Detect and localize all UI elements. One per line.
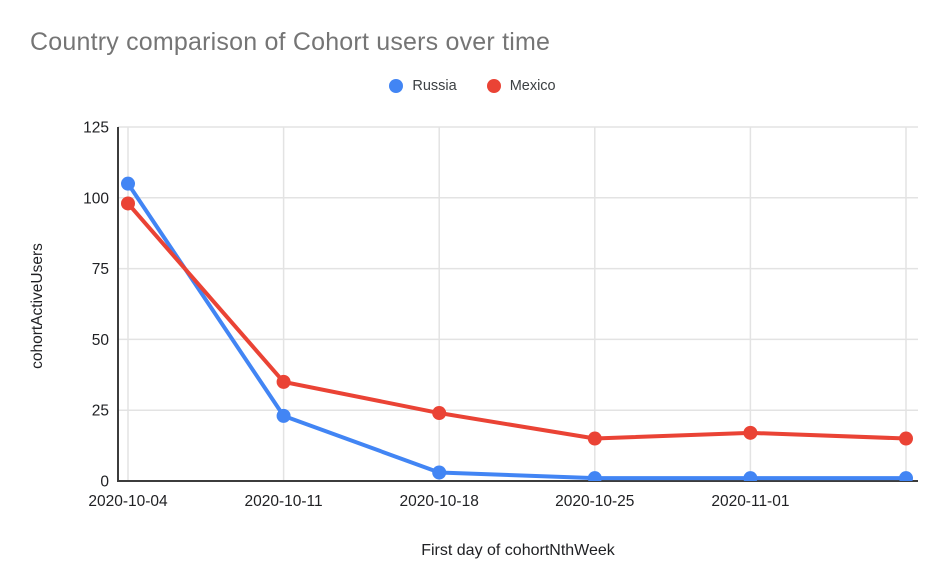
x-tick-label: 2020-11-01 [711,493,789,510]
series-group [121,176,913,485]
legend-label-russia: Russia [412,78,457,94]
data-point-mexico[interactable] [899,431,913,446]
legend-item-mexico[interactable]: Mexico [486,78,556,94]
x-tick-label: 2020-10-25 [555,493,634,510]
x-tick-label: 2020-10-18 [400,493,479,510]
data-point-russia[interactable] [743,471,758,485]
data-point-mexico[interactable] [121,196,135,211]
x-tick-label: 2020-10-04 [88,493,168,510]
data-point-russia[interactable] [432,465,447,480]
y-tick-label: 25 [92,403,109,420]
x-axis-title: First day of cohortNthWeek [421,542,615,559]
y-tick-label: 0 [100,474,109,491]
y-axis-title: cohortActiveUsers [29,243,46,369]
data-point-mexico[interactable] [276,374,291,389]
data-point-mexico[interactable] [587,431,602,446]
legend-dot-russia-icon [389,79,404,93]
y-tick-label: 50 [92,332,110,349]
legend: Russia Mexico [0,78,945,94]
y-tick-label: 75 [92,261,109,278]
data-point-russia[interactable] [587,471,602,485]
legend-item-russia[interactable]: Russia [389,78,457,94]
series-line-russia [126,181,908,481]
y-tick-label: 125 [83,120,109,137]
data-point-russia[interactable] [899,471,913,485]
legend-dot-mexico-icon [486,79,501,93]
data-point-mexico[interactable] [432,406,447,421]
x-tick-label: 2020-10-11 [245,493,323,510]
y-tick-label: 100 [83,190,109,207]
series-line-mexico [126,201,908,441]
data-point-mexico[interactable] [743,425,758,440]
data-point-russia[interactable] [121,176,135,191]
chart-title: Country comparison of Cohort users over … [30,28,551,56]
legend-label-mexico: Mexico [509,78,556,94]
data-point-russia[interactable] [276,408,291,423]
